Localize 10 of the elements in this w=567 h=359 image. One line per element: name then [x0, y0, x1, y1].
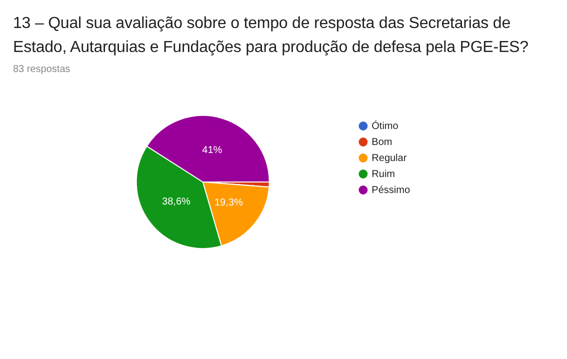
data-label: 19,3%	[214, 198, 243, 209]
legend-label: Ruim	[372, 168, 395, 180]
data-label: 38,6%	[162, 196, 191, 208]
text: 83 respostas	[13, 64, 70, 75]
data-label: 41%	[202, 144, 222, 156]
legend-label: Ótimo	[372, 120, 399, 132]
chart-title: 13 – Qual sua avaliação sobre o tempo de resposta das Secretarias de Estado, Autarquias e Fundações para produção de defesa pela PGE-ES?	[13, 14, 530, 58]
legend-label: Regular	[372, 152, 408, 164]
legend-label: Bom	[372, 136, 392, 148]
legend-label: Péssimo	[372, 184, 410, 196]
